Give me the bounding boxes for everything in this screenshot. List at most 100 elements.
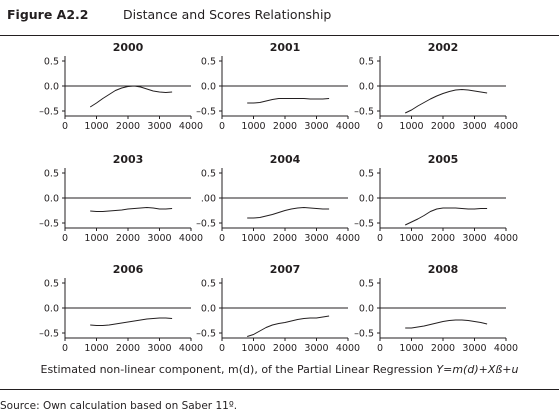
x-tick-label: 2000: [116, 233, 140, 244]
y-tick-label: 0.5: [44, 279, 59, 290]
x-tick-label: 1000: [84, 233, 108, 244]
y-tick-label: –0.5: [354, 107, 374, 118]
chart-panel-2005: 2005 0.5 0.0 –0.50 1000 2000 3000 4000: [354, 153, 518, 244]
x-tick-label: 3000: [462, 121, 486, 132]
chart-panel-2002: 2002 0.5 0.0 –0.50 1000 2000 3000 4000: [354, 41, 518, 132]
x-tick-label: 1000: [241, 121, 265, 132]
x-tick-label: 0: [219, 121, 225, 132]
y-tick-label: 0.5: [359, 169, 374, 180]
chart-panel-2004: 2004 0.5 .00 –0.50 1000 2000 3000 4000: [196, 153, 360, 244]
caption-equation: Y=m(d)+Xß+u: [436, 363, 519, 376]
y-tick-label: 0.5: [44, 57, 59, 68]
x-tick-label: 3000: [147, 121, 171, 132]
y-tick-label: –0.5: [354, 219, 374, 230]
x-tick-label: 0: [62, 121, 68, 132]
x-tick-label: 4000: [494, 233, 518, 244]
y-tick-label: 0.0: [359, 304, 374, 315]
y-tick-label: –0.5: [196, 219, 216, 230]
series-line-2002: [404, 89, 488, 114]
top-rule: [0, 35, 559, 36]
x-tick-label: 0: [62, 343, 68, 354]
x-tick-label: 3000: [147, 233, 171, 244]
x-tick-label: 4000: [179, 343, 203, 354]
series-line-2001: [247, 98, 330, 104]
chart-panel-2006: 2006 0.5 0.0 –0.50 1000 2000 3000 4000: [39, 263, 203, 354]
y-tick-label: 0.0: [44, 304, 59, 315]
figure-header: Figure A2.2 Distance and Scores Relation…: [0, 0, 559, 36]
x-tick-label: 2000: [273, 233, 297, 244]
x-tick-label: 1000: [241, 343, 265, 354]
x-tick-label: 1000: [399, 233, 423, 244]
series-line-2005: [404, 207, 488, 226]
x-tick-label: 3000: [147, 343, 171, 354]
x-tick-label: 4000: [336, 233, 360, 244]
x-tick-label: 3000: [304, 343, 328, 354]
x-tick-label: 0: [219, 233, 225, 244]
x-tick-label: 1000: [399, 343, 423, 354]
x-tick-label: 3000: [462, 233, 486, 244]
figure-caption: Estimated non-linear component, m(d), of…: [0, 363, 559, 376]
panel-title: 2008: [428, 263, 459, 276]
series-line-2003: [90, 207, 173, 212]
panel-title: 2002: [428, 41, 459, 54]
x-tick-label: 2000: [273, 121, 297, 132]
x-tick-label: 0: [219, 343, 225, 354]
x-tick-label: 3000: [462, 343, 486, 354]
x-tick-label: 2000: [116, 343, 140, 354]
y-tick-label: 0.0: [44, 82, 59, 93]
y-tick-label: 0.5: [201, 169, 216, 180]
y-tick-label: 0.5: [359, 279, 374, 290]
x-tick-label: 4000: [336, 343, 360, 354]
panel-title: 2004: [270, 153, 301, 166]
chart-panel-2003: 2003 0.5 0.0 –0.50 1000 2000 3000 4000: [39, 153, 203, 244]
panel-title: 2007: [270, 263, 301, 276]
x-tick-label: 1000: [84, 121, 108, 132]
bottom-rule: [0, 389, 559, 390]
y-tick-label: .00: [201, 194, 216, 205]
panel-title: 2003: [113, 153, 144, 166]
x-tick-label: 2000: [431, 343, 455, 354]
y-tick-label: 0.0: [201, 82, 216, 93]
y-tick-label: 0.0: [359, 82, 374, 93]
x-tick-label: 4000: [494, 121, 518, 132]
y-tick-label: –0.5: [354, 329, 374, 340]
x-tick-label: 2000: [431, 121, 455, 132]
x-tick-label: 0: [62, 233, 68, 244]
source-note: Source: Own calculation based on Saber 1…: [0, 400, 238, 412]
x-tick-label: 2000: [431, 233, 455, 244]
panel-title: 2006: [113, 263, 144, 276]
y-tick-label: –0.5: [39, 329, 59, 340]
y-tick-label: –0.5: [196, 329, 216, 340]
chart-panel-2007: 2007 0.5 0.0 –0.50 1000 2000 3000 4000: [196, 263, 360, 354]
y-tick-label: 0.5: [44, 169, 59, 180]
y-tick-label: –0.5: [196, 107, 216, 118]
series-line-2007: [247, 315, 330, 337]
series-line-2000: [89, 85, 173, 108]
x-tick-label: 2000: [273, 343, 297, 354]
x-tick-label: 2000: [116, 121, 140, 132]
y-tick-label: 0.5: [201, 279, 216, 290]
panel-title: 2001: [270, 41, 301, 54]
x-tick-label: 4000: [179, 121, 203, 132]
y-tick-label: 0.0: [359, 194, 374, 205]
panel-title: 2000: [113, 41, 144, 54]
y-tick-label: –0.5: [39, 219, 59, 230]
x-tick-label: 3000: [304, 233, 328, 244]
small-multiples-grid: 2000 0.5 0.0 –0.5 0 1000 2000 3000 4000 2001 0.5 0.…: [0, 36, 559, 362]
y-tick-label: –0.5: [39, 107, 59, 118]
caption-text: Estimated non-linear component, m(d), of…: [40, 363, 437, 376]
series-line-2008: [405, 319, 488, 329]
y-tick-label: 0.5: [359, 57, 374, 68]
chart-panel-2001: 2001 0.5 0.0 –0.50 1000 2000 3000 4000: [196, 41, 360, 132]
figure-label: Figure A2.2: [7, 7, 89, 22]
x-tick-label: 4000: [336, 121, 360, 132]
y-tick-label: 0.5: [201, 57, 216, 68]
figure-title: Distance and Scores Relationship: [123, 7, 332, 22]
x-tick-label: 0: [377, 233, 383, 244]
x-tick-label: 0: [377, 121, 383, 132]
x-tick-label: 1000: [241, 233, 265, 244]
chart-panel-2000: 2000 0.5 0.0 –0.50 1000 2000 3000 4000: [39, 41, 203, 132]
panel-title: 2005: [428, 153, 459, 166]
y-tick-label: 0.0: [201, 304, 216, 315]
